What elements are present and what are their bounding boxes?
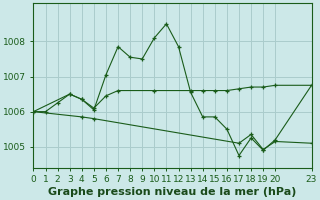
X-axis label: Graphe pression niveau de la mer (hPa): Graphe pression niveau de la mer (hPa) <box>48 187 297 197</box>
